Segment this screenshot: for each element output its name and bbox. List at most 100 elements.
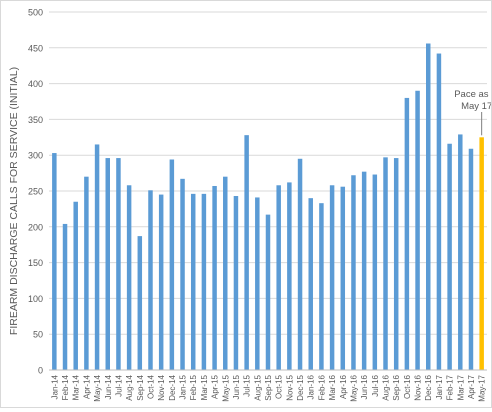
bar-may-15 [223,176,228,370]
x-tick-label: Jan-14 [50,374,59,399]
bar-dec-15 [297,158,303,370]
x-tick-label: Dec-15 [296,374,305,400]
bar-aug-16 [383,157,388,370]
bar-oct-15 [276,185,281,370]
x-tick-label: Dec-16 [424,374,433,400]
x-tick-label: Jan-17 [435,374,444,399]
bar-mar-14 [73,201,78,370]
bar-jun-15 [233,196,239,370]
x-tick-label: Sep-14 [136,374,145,400]
bar-feb-15 [190,193,196,370]
x-tick-label: Apr-17 [467,374,476,399]
bar-mar-15 [201,193,207,370]
x-tick-label: Jul-16 [371,374,380,396]
x-tick-label: Mar-17 [456,374,465,400]
x-tick-label: May-15 [221,374,230,401]
x-tick-label: Aug-15 [253,374,262,400]
x-tick-label: Nov-15 [285,374,294,400]
bar-aug-15 [255,197,260,370]
bar-jul-14 [116,158,121,370]
x-tick-label: Feb-15 [189,374,198,400]
x-tick-label: Nov-16 [414,374,423,400]
bar-sep-15 [265,214,271,370]
x-tick-label: Apr-16 [339,374,348,399]
y-tick-label: 150 [28,258,43,268]
bar-nov-16 [415,90,420,370]
bar-nov-15 [287,182,292,370]
x-tick-label: Feb-17 [446,374,455,400]
gridlines [49,11,487,335]
bar-dec-14 [169,159,175,370]
bar-may-17 [479,137,484,370]
x-tick-label: May-16 [349,374,358,401]
bar-nov-14 [158,194,164,370]
bar-jul-16 [372,174,378,370]
annotation-text: May 17 [461,101,491,112]
bar-apr-17 [468,148,474,370]
bar-apr-14 [84,176,89,370]
bar-oct-16 [404,97,410,371]
x-tick-label: Aug-14 [125,374,134,400]
y-tick-label: 350 [28,115,43,125]
bar-may-16 [351,175,356,370]
x-tick-label: Mar-15 [200,374,209,400]
bar-feb-14 [62,223,68,370]
x-tick-label: Apr-14 [82,374,91,399]
y-axis-title: FIREARM DISCHARGE CALLS FOR SERVICE (INI… [8,67,20,335]
y-tick-label: 200 [28,222,43,232]
x-tick-label: Jul-15 [243,374,252,396]
bar-feb-16 [319,203,324,370]
x-tick-label: Sep-15 [264,374,273,400]
x-tick-label: Oct-15 [275,374,284,399]
x-tick-label: Jul-14 [114,374,123,396]
bar-aug-14 [126,185,132,370]
y-tick-label: 250 [28,187,43,197]
bar-oct-14 [148,190,153,370]
y-tick-label: 450 [28,43,43,53]
bar-sep-14 [137,236,143,370]
x-tick-label: Apr-15 [211,374,220,399]
annotation-text: Pace as of [454,89,491,100]
bar-apr-16 [340,186,346,370]
bar-dec-16 [426,43,431,371]
bars [52,43,484,371]
x-tick-labels: Jan-14 Feb-14 Mar-14 Apr-14 May-14 Jun-14 Jul-… [50,374,486,401]
bar-may-14 [94,144,100,370]
x-tick-label: Jun-15 [232,374,241,399]
y-tick-label: 50 [33,330,43,340]
x-tick-label: Jun-14 [104,374,113,399]
y-tick-label: 400 [28,79,43,89]
x-tick-label: Mar-16 [328,374,337,400]
bar-jan-14 [52,153,57,370]
x-tick-label: May-14 [93,374,102,401]
y-tick-label: 300 [28,151,43,161]
bar-feb-17 [447,143,452,370]
x-tick-label: Jan-16 [307,374,316,399]
bar-jan-15 [180,178,185,370]
x-tick-label: Oct-14 [146,374,155,399]
y-tick-label: 100 [28,294,43,304]
y-tick-label: 500 [28,8,43,18]
bar-jul-15 [244,135,249,370]
bar-mar-16 [329,185,335,370]
x-tick-label: Feb-14 [61,374,70,400]
x-tick-label: Mar-14 [72,374,81,400]
x-tick-label: Nov-14 [157,374,166,400]
bar-mar-17 [458,134,463,370]
bar-sep-16 [393,158,399,370]
x-tick-label: Aug-16 [382,374,391,400]
x-tick-label: Sep-16 [392,374,401,400]
x-tick-label: May-17 [478,374,487,401]
y-tick-labels: 0 50 100 150 200 250 300 350 400 450 500 [28,8,43,376]
bar-jan-17 [436,53,442,370]
x-tick-label: Dec-14 [168,374,177,400]
bar-jun-14 [105,158,110,370]
bar-apr-15 [212,185,217,370]
x-tick-label: Jan-15 [179,374,188,399]
x-tick-label: Feb-16 [317,374,326,400]
x-tick-label: Jun-16 [360,374,369,399]
bar-jan-16 [308,198,313,370]
bar-jun-16 [361,171,367,370]
